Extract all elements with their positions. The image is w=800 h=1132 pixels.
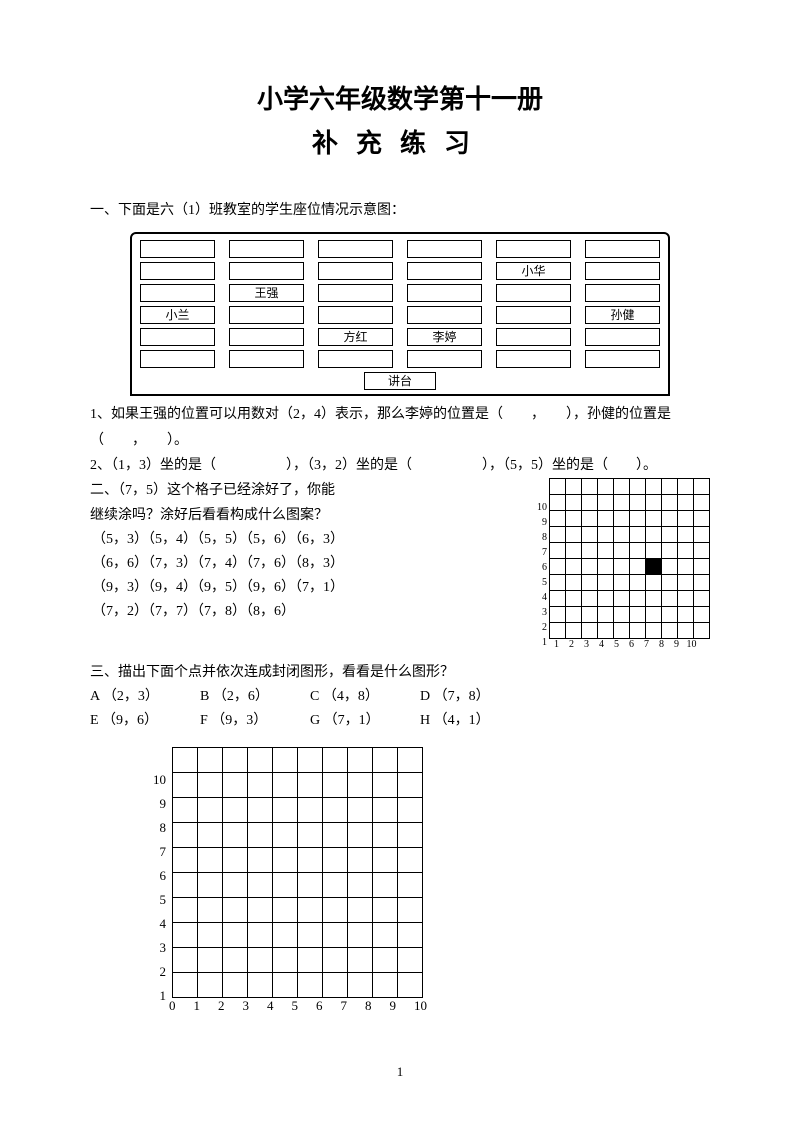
seat	[496, 350, 571, 368]
seat	[496, 306, 571, 324]
seating-chart: 小华王强小兰 孙健方红李婷 讲台	[130, 232, 670, 396]
seat: 李婷	[407, 328, 482, 346]
seat	[140, 328, 215, 346]
seat	[318, 284, 393, 302]
seat	[496, 240, 571, 258]
seat: 小华	[496, 262, 571, 280]
coord-line: （9，3）（9，4）（9，5）（9，6）（7，1）	[92, 576, 513, 600]
seat	[585, 328, 660, 346]
seat: 孙健	[585, 306, 660, 324]
grid2	[172, 747, 439, 998]
seat	[229, 306, 304, 324]
grid2-container: 12345678910 012345678910	[150, 747, 710, 1014]
seat	[407, 350, 482, 368]
seat	[318, 350, 393, 368]
section3-intro: 三、描出下面个点并依次连成封闭图形，看看是什么图形？	[90, 660, 710, 685]
seat	[585, 350, 660, 368]
points-row: A （2，3）B （2，6）C （4，8）D （7，8）	[90, 685, 710, 709]
seat: 小兰	[140, 306, 215, 324]
seat	[140, 240, 215, 258]
seat	[407, 240, 482, 258]
coord-line: （7，2）（7，7）（7，8）（8，6）	[92, 600, 513, 624]
seat	[229, 262, 304, 280]
points-list: A （2，3）B （2，6）C （4，8）D （7，8）E （9，6）F （9，…	[90, 685, 710, 733]
seat	[585, 262, 660, 280]
grid1-container: 12345678910 12345678910	[533, 478, 710, 650]
seat	[585, 240, 660, 258]
page-number: 1	[90, 1064, 710, 1080]
seat	[229, 328, 304, 346]
seat: 王强	[229, 284, 304, 302]
points-row: E （9，6）F （9，3）G （7，1）H （4，1）	[90, 709, 710, 733]
question-1: 1、如果王强的位置可以用数对（2，4）表示，那么李婷的位置是（ ， ），孙健的位…	[90, 402, 710, 452]
section2-line2: 继续涂吗？涂好后看看构成什么图案？	[90, 503, 513, 528]
seat	[140, 262, 215, 280]
podium: 讲台	[364, 372, 436, 390]
seat	[318, 262, 393, 280]
section1-intro: 一、下面是六（1）班教室的学生座位情况示意图：	[90, 200, 710, 222]
seat	[496, 284, 571, 302]
section2: 二、（7，5）这个格子已经涂好了，你能 继续涂吗？涂好后看看构成什么图案？ （5…	[90, 478, 710, 650]
seat	[407, 284, 482, 302]
seat: 方红	[318, 328, 393, 346]
seat	[496, 328, 571, 346]
seat	[407, 306, 482, 324]
coord-list: （5，3）（5，4）（5，5）（5，6）（6，3）（6，6）（7，3）（7，4）…	[90, 528, 513, 623]
seat	[140, 284, 215, 302]
question-2: 2、（1，3）坐的是（ ），（3，2）坐的是（ ），（5，5）坐的是（ ）。	[90, 453, 710, 478]
seat	[585, 284, 660, 302]
doc-title: 小学六年级数学第十一册	[90, 80, 710, 119]
seat	[318, 240, 393, 258]
seat	[140, 350, 215, 368]
coord-line: （5，3）（5，4）（5，5）（5，6）（6，3）	[92, 528, 513, 552]
page: 小学六年级数学第十一册 补充练习 一、下面是六（1）班教室的学生座位情况示意图：…	[0, 0, 800, 1120]
seat	[229, 350, 304, 368]
grid1	[549, 478, 710, 639]
seat	[407, 262, 482, 280]
coord-line: （6，6）（7，3）（7，4）（7，6）（8，3）	[92, 552, 513, 576]
seat	[229, 240, 304, 258]
section2-line1: 二、（7，5）这个格子已经涂好了，你能	[90, 478, 513, 503]
doc-subtitle: 补充练习	[90, 123, 710, 160]
seat	[318, 306, 393, 324]
